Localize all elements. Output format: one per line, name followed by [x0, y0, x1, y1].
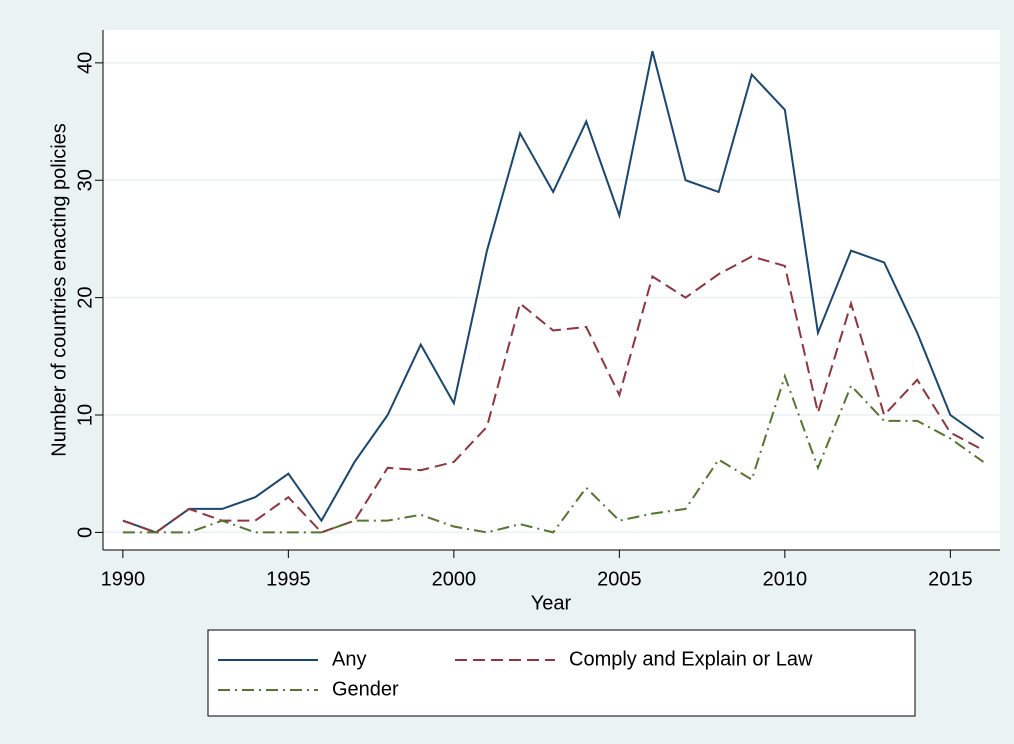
x-tick-label: 2010 — [763, 568, 808, 590]
x-tick-label: 2000 — [432, 568, 477, 590]
series-line — [122, 373, 985, 534]
y-tick-label: 20 — [74, 287, 96, 309]
x-tick-label: 1990 — [101, 568, 146, 590]
legend-box — [207, 629, 916, 717]
y-tick-label: 10 — [74, 404, 96, 426]
legend-label: Comply and Explain or Law — [569, 648, 813, 670]
x-axis-label: Year — [531, 592, 572, 614]
series-line — [122, 255, 984, 534]
x-tick-label: 1995 — [266, 568, 311, 590]
plot-area — [103, 30, 1000, 550]
legend-label: Gender — [332, 678, 399, 700]
y-tick-label: 40 — [74, 52, 96, 74]
series-line — [122, 50, 985, 534]
y-tick-label: 0 — [74, 527, 96, 538]
legend-label: Any — [332, 648, 366, 670]
x-tick-label: 2015 — [928, 568, 973, 590]
y-tick-label: 30 — [74, 169, 96, 191]
x-tick-label: 2005 — [597, 568, 642, 590]
y-axis-label: Number of countries enacting policies — [48, 123, 70, 457]
